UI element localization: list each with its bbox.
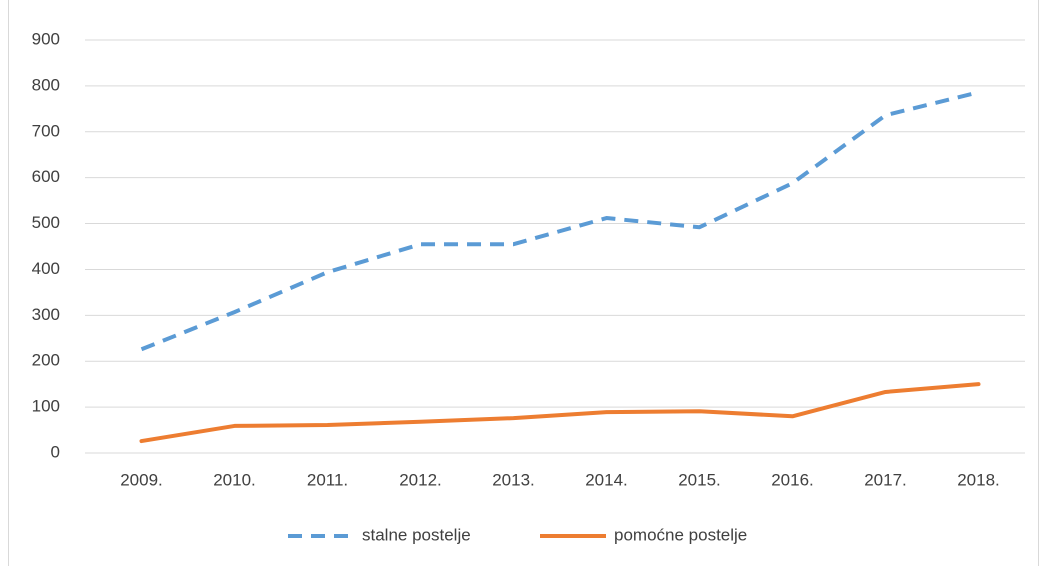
series-line [140, 90, 979, 352]
x-tick-label: 2016. [771, 470, 814, 489]
x-tick-label: 2009. [120, 470, 163, 489]
y-tick-label: 100 [32, 397, 60, 416]
y-tick-label: 700 [32, 121, 60, 140]
y-tick-label: 200 [32, 351, 60, 370]
x-tick-label: 2011. [307, 470, 348, 489]
chart-frame [8, 0, 1039, 566]
y-tick-label: 300 [32, 305, 60, 324]
y-tick-label: 600 [32, 167, 60, 186]
y-tick-label: 800 [32, 75, 60, 94]
x-tick-label: 2018. [957, 470, 1000, 489]
x-tick-label: 2017. [864, 470, 907, 489]
y-tick-label: 0 [51, 442, 60, 461]
y-tick-label: 400 [32, 259, 60, 278]
legend-label: pomoćne postelje [614, 525, 747, 544]
x-tick-label: 2015. [678, 470, 721, 489]
y-tick-label: 500 [32, 213, 60, 232]
x-tick-label: 2012. [399, 470, 442, 489]
legend-label: stalne postelje [362, 525, 471, 544]
x-tick-label: 2010. [213, 470, 256, 489]
y-tick-label: 900 [32, 29, 60, 48]
x-tick-label: 2014. [585, 470, 628, 489]
series-line [139, 382, 981, 444]
x-tick-label: 2013. [492, 470, 535, 489]
